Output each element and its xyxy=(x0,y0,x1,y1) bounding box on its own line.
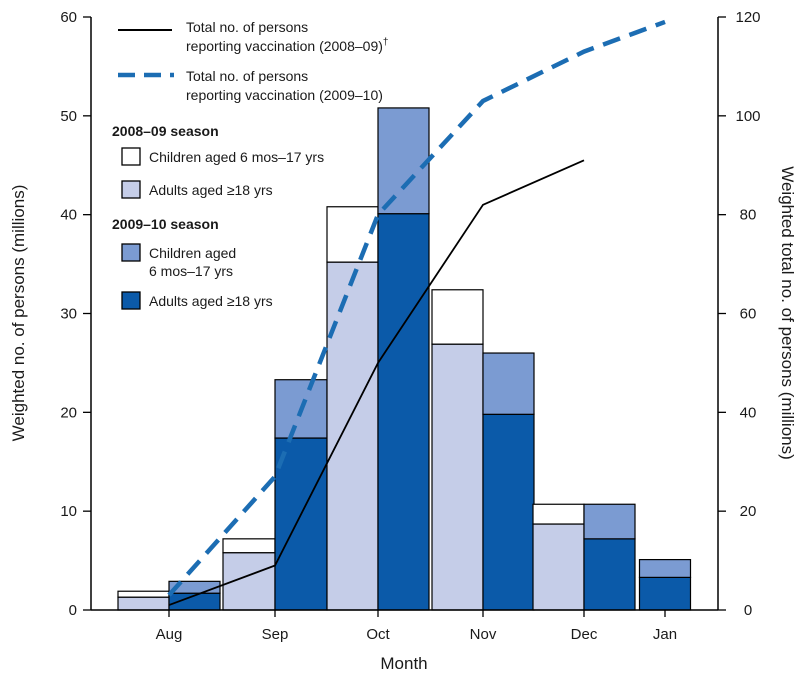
left-tick-label: 60 xyxy=(60,9,77,26)
line-total-2008-09 xyxy=(168,159,585,606)
legend-line-2008-label-2: reporting vaccination (2008–09)† xyxy=(186,37,388,54)
right-tick-label: 100 xyxy=(735,108,760,125)
bar-children-2008-sep xyxy=(222,538,276,554)
bar-children-2008-aug xyxy=(117,590,170,598)
left-axis-title: Weighted no. of persons (millions) xyxy=(9,185,28,442)
legend-children-2009-label-2: 6 mos–17 yrs xyxy=(149,263,233,279)
x-axis-title: Month xyxy=(380,654,427,673)
bar-adults-2009-sep xyxy=(274,437,328,611)
left-tick-label: 20 xyxy=(60,404,77,421)
legend-line-2009-label-2: reporting vaccination (2009–10) xyxy=(186,87,383,103)
legend-children-2008-swatch xyxy=(121,147,141,166)
left-tick-label: 0 xyxy=(69,602,77,619)
bar-group xyxy=(117,107,692,611)
x-tick-label-jan: Jan xyxy=(653,626,677,643)
bar-children-2009-jan xyxy=(638,558,692,578)
x-tick-label-oct: Oct xyxy=(366,626,390,643)
right-axis-title: Weighted total no. of persons (millions) xyxy=(778,166,797,460)
right-tick-label: 60 xyxy=(740,306,757,323)
bar-children-2009-aug xyxy=(168,580,221,594)
left-tick-group: 0 10 20 30 40 50 60 xyxy=(60,9,91,619)
bar-adults-2009-jan xyxy=(638,576,692,611)
bar-adults-2008-aug xyxy=(117,596,170,611)
left-tick-label: 10 xyxy=(60,503,77,520)
legend-adults-2008-label: Adults aged ≥18 yrs xyxy=(149,182,273,198)
bar-adults-2008-dec xyxy=(532,523,585,611)
line-total-2009-10 xyxy=(167,19,666,597)
bar-adults-2009-dec xyxy=(583,538,636,611)
legend-adults-2008-swatch xyxy=(121,180,141,199)
bar-children-2009-dec xyxy=(583,503,636,540)
right-tick-label: 40 xyxy=(740,404,757,421)
bar-adults-2008-nov xyxy=(431,343,484,611)
bar-children-2009-nov xyxy=(482,352,535,415)
legend-dagger: † xyxy=(383,37,389,48)
bar-children-2008-oct xyxy=(326,206,379,263)
bar-children-2008-nov xyxy=(431,289,484,345)
legend-season-2009-heading: 2009–10 season xyxy=(112,216,219,232)
legend-children-2008-label: Children aged 6 mos–17 yrs xyxy=(149,149,324,165)
legend-children-2009-swatch xyxy=(121,243,141,262)
right-tick-label: 120 xyxy=(735,9,760,26)
legend-season-2008-heading: 2008–09 season xyxy=(112,123,219,139)
x-tick-label-nov: Nov xyxy=(470,626,497,643)
left-tick-label: 50 xyxy=(60,108,77,125)
bar-adults-2009-oct xyxy=(377,213,430,611)
line-group xyxy=(167,19,666,606)
x-tick-label-dec: Dec xyxy=(571,626,598,643)
left-tick-label: 40 xyxy=(60,207,77,224)
right-tick-group: 0 20 40 60 80 100 120 xyxy=(718,9,761,619)
bar-adults-2009-nov xyxy=(482,413,535,611)
legend-line-2009-label-1: Total no. of persons xyxy=(186,68,308,84)
x-tick-label-sep: Sep xyxy=(262,626,289,643)
legend-children-2009-label-1: Children aged xyxy=(149,245,236,261)
legend-adults-2009-label: Adults aged ≥18 yrs xyxy=(149,293,273,309)
bar-children-2009-oct xyxy=(377,107,430,215)
bar-adults-2008-oct xyxy=(326,261,379,611)
right-tick-label: 20 xyxy=(740,503,757,520)
right-tick-label: 80 xyxy=(740,207,757,224)
legend-line-2008-label-1: Total no. of persons xyxy=(186,19,308,35)
left-tick-label: 30 xyxy=(60,306,77,323)
legend: Total no. of persons reporting vaccinati… xyxy=(112,19,388,310)
x-tick-group: Aug Sep Oct Nov Dec Jan xyxy=(156,610,677,643)
x-tick-label-aug: Aug xyxy=(156,626,183,643)
right-tick-label: 0 xyxy=(744,602,752,619)
bar-children-2008-dec xyxy=(532,503,585,525)
legend-adults-2009-swatch xyxy=(121,291,141,310)
